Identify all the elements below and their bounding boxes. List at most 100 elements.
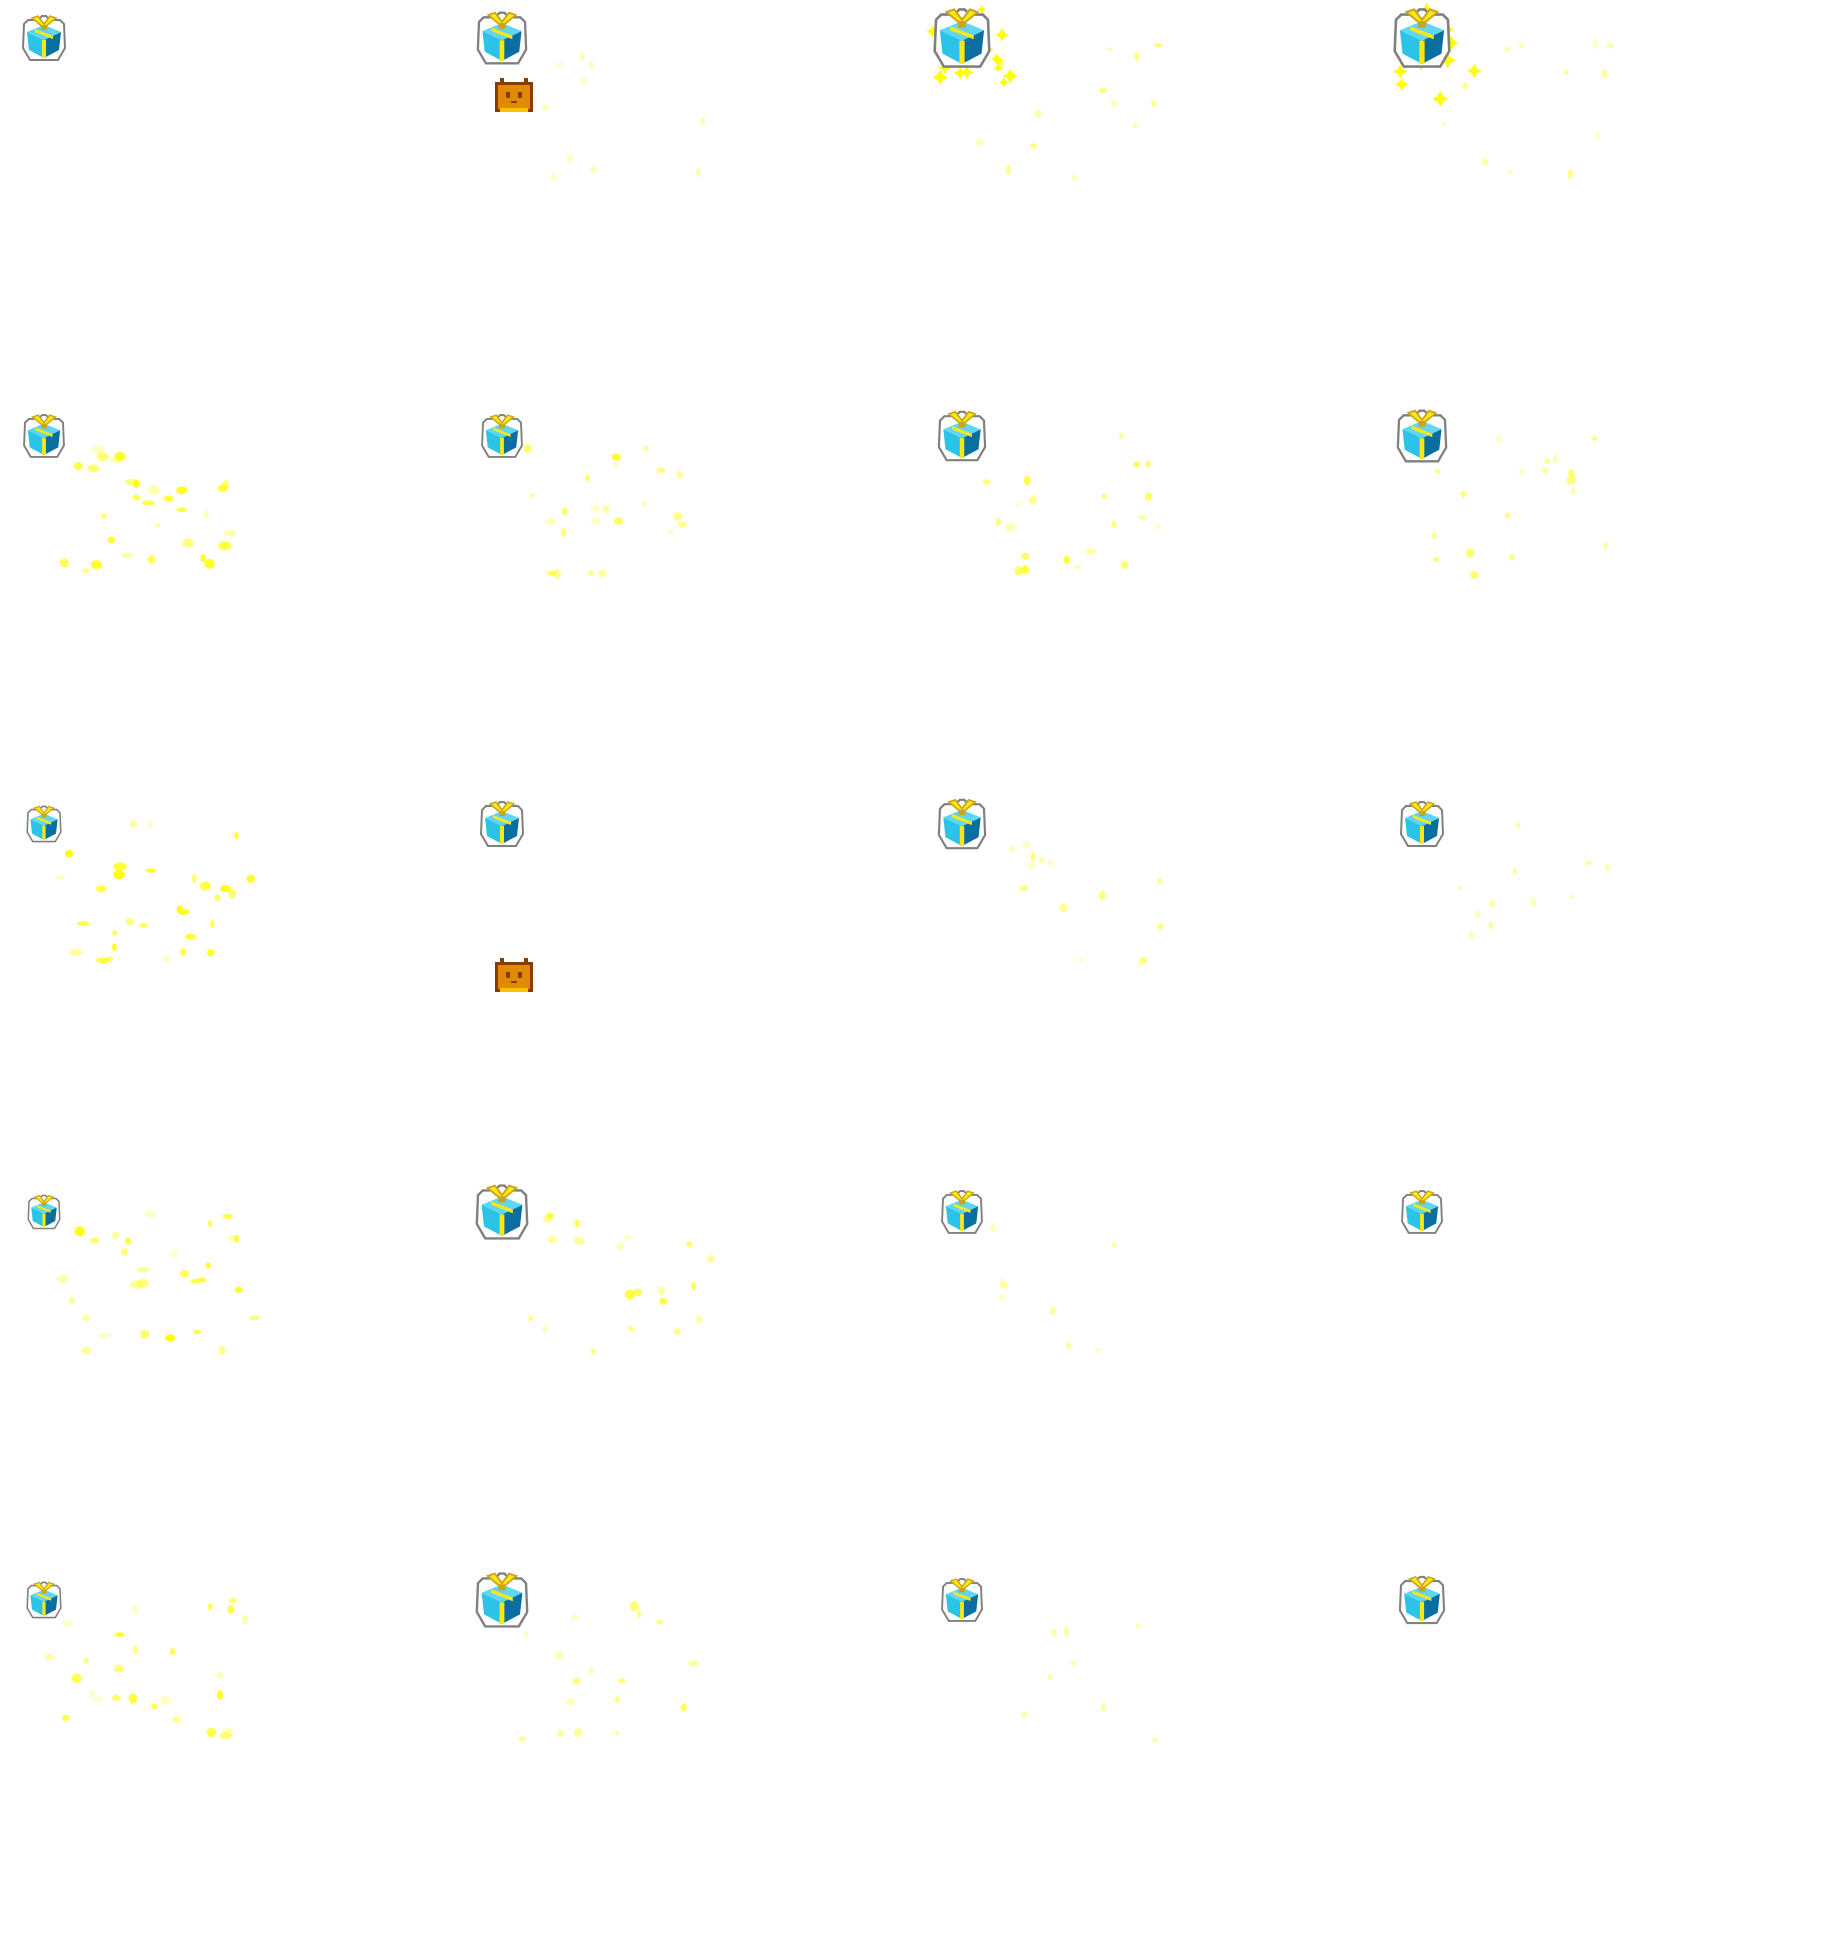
sparkle-particle-icon (147, 485, 160, 495)
sparkle-particle-icon (169, 1249, 179, 1257)
sparkle-particle-icon (659, 1297, 668, 1305)
sparkle-particle-icon (165, 1334, 176, 1342)
sparkle-particle-icon (204, 558, 215, 569)
sparkle-particle-icon (1567, 169, 1573, 179)
sparkle-particle-icon (1100, 1703, 1107, 1712)
sparkle-particle-icon (93, 1697, 103, 1702)
frame-canvas (1399, 801, 1610, 940)
sparkle-particle-icon (1393, 64, 1408, 79)
sparkle-particle-icon (74, 1226, 85, 1237)
sparkle-particle-icon (182, 538, 194, 548)
animation-frame (1380, 1552, 1840, 1940)
sparkle-particle-icon (1138, 515, 1146, 520)
sparkle-particle-icon (193, 1329, 202, 1334)
sparkle-particle-icon (579, 54, 585, 60)
sparkle-particle-icon (136, 1267, 150, 1273)
sparkle-particle-icon (523, 1631, 529, 1638)
sparkle-particle-icon (176, 486, 188, 495)
sparkle-particle-icon (1604, 863, 1610, 872)
sparkle-particle-icon (1153, 43, 1163, 48)
sparkle-particle-icon (1595, 131, 1600, 140)
sparkle-particle-icon (574, 1236, 585, 1245)
sparkle-particle-icon (145, 868, 156, 873)
sparkle-particle-icon (1118, 432, 1124, 440)
sparkle-particle-icon (678, 521, 688, 528)
gift-box-icon (481, 414, 523, 458)
sparkle-particle-icon (688, 1660, 698, 1667)
sparkle-particle-icon (696, 1315, 702, 1324)
sparkle-particle-icon (1480, 158, 1489, 167)
animation-frame (920, 388, 1380, 776)
sparkle-particle-icon (686, 1241, 693, 1248)
sparkle-particle-icon (1519, 41, 1525, 49)
gift-box-icon (26, 1581, 62, 1619)
sparkle-particle-icon (1063, 1626, 1070, 1637)
frame-canvas (481, 414, 688, 579)
sparkle-particle-icon (169, 1647, 176, 1656)
sparkle-particle-icon (1095, 1347, 1102, 1352)
sparkle-particle-icon (636, 1610, 642, 1618)
gift-box-icon (941, 1578, 983, 1622)
sparkle-particle-icon (80, 1346, 92, 1355)
sparkle-particle-icon (218, 1345, 226, 1355)
sparkle-particle-icon (1033, 109, 1043, 119)
sparkle-particle-icon (222, 479, 230, 490)
sparkle-particle-icon (562, 507, 568, 515)
sparkle-particle-icon (97, 1333, 111, 1338)
frame-canvas (23, 414, 237, 574)
sparkle-particle-icon (176, 905, 183, 914)
robot-face-icon (495, 958, 533, 992)
sparkle-particle-icon (1433, 557, 1440, 562)
frame-canvas (476, 11, 706, 181)
sparkle-particle-icon (129, 820, 138, 829)
sparkle-particle-icon (976, 138, 985, 147)
sparkle-particle-icon (62, 1620, 72, 1627)
sparkle-particle-icon (234, 831, 239, 840)
sparkle-particle-icon (84, 1658, 89, 1664)
sparkle-particle-icon (112, 930, 118, 936)
sparkle-particle-icon (216, 1690, 224, 1701)
sparkle-particle-icon (554, 1650, 564, 1660)
sparkle-particle-icon (1157, 923, 1164, 930)
frame-canvas (26, 1581, 248, 1740)
sparkle-particle-icon (223, 529, 237, 537)
sparkle-particle-icon (107, 536, 116, 544)
sparkle-particle-icon (999, 77, 1010, 88)
sparkle-particle-icon (81, 1314, 90, 1322)
sparkle-particle-icon (120, 1248, 128, 1256)
sparkle-particle-icon (147, 554, 155, 565)
sparkle-particle-icon (995, 28, 1009, 42)
sparkle-particle-icon (1509, 553, 1515, 561)
frame-canvas (1401, 1190, 1443, 1234)
sparkle-particle-icon (62, 1714, 70, 1721)
sparkle-particle-icon (523, 444, 532, 453)
sparkle-particle-icon (90, 445, 105, 454)
sparkle-particle-icon (551, 172, 557, 181)
frame-canvas (27, 1194, 260, 1355)
sparkle-particle-icon (990, 53, 1003, 65)
gift-box-icon (475, 1184, 529, 1240)
sparkle-particle-icon (690, 1281, 697, 1291)
sparkle-particle-icon (561, 528, 567, 537)
sparkle-particle-icon (1049, 1306, 1056, 1315)
sparkle-particle-icon (1028, 496, 1037, 505)
frame-canvas (926, 5, 1163, 180)
sparkle-particle-icon (1022, 841, 1031, 848)
sparkle-particle-icon (1152, 1737, 1159, 1743)
sparkle-particle-icon (1145, 460, 1151, 468)
sparkle-particle-icon (113, 862, 127, 871)
sparkle-particle-icon (598, 569, 607, 578)
sparkle-particle-icon (132, 494, 141, 500)
gift-box-icon (1396, 409, 1448, 463)
sparkle-particle-icon (1568, 469, 1575, 478)
sparkle-particle-icon (673, 1328, 681, 1336)
sparkle-particle-icon (199, 881, 211, 891)
sparkle-particle-icon (960, 65, 974, 79)
sparkle-particle-icon (1457, 885, 1463, 891)
sparkle-particle-icon (234, 1286, 243, 1293)
sparkle-particle-icon (216, 1671, 224, 1680)
sparkle-particle-icon (1441, 121, 1447, 127)
sparkle-particle-icon (590, 1348, 596, 1354)
sparkle-particle-icon (1569, 894, 1574, 900)
sparkle-particle-icon (95, 885, 107, 893)
